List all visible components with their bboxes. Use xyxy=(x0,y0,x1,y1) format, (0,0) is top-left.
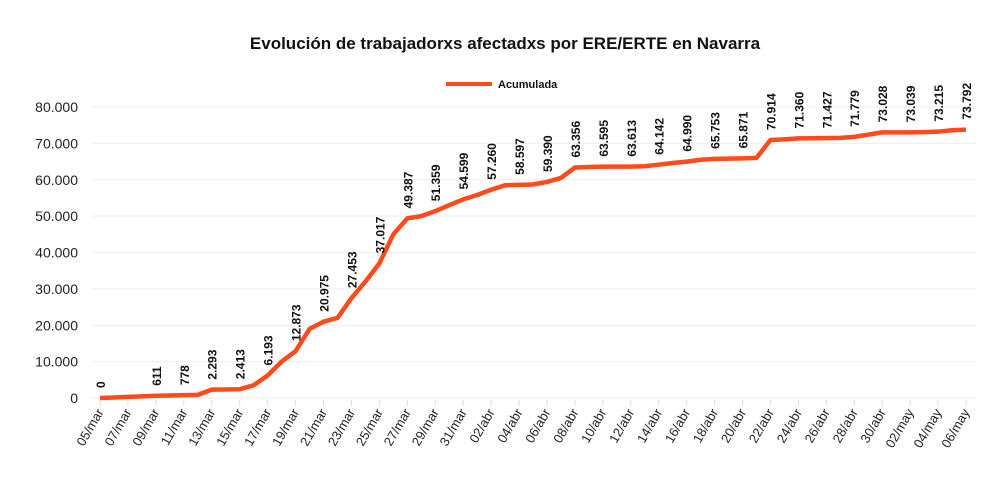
x-tick-label: 31/mar xyxy=(437,405,471,448)
data-label: 71.779 xyxy=(848,90,862,127)
x-tick-label: 20/abr xyxy=(718,405,750,445)
y-tick-label: 10.000 xyxy=(35,354,78,370)
data-label: 12.873 xyxy=(290,304,304,341)
y-tick-label: 0 xyxy=(70,390,78,406)
data-label: 58.597 xyxy=(513,138,527,175)
x-tick-label: 22/abr xyxy=(746,405,778,445)
x-tick-label: 28/abr xyxy=(829,405,861,445)
x-tick-label: 06/abr xyxy=(522,405,554,445)
data-label: 63.356 xyxy=(569,121,583,158)
y-tick-label: 70.000 xyxy=(35,135,78,151)
x-tick-label: 10/abr xyxy=(578,405,610,445)
data-label: 0 xyxy=(94,381,108,388)
series-line-acumulada xyxy=(99,127,967,401)
data-label: 59.390 xyxy=(541,135,555,172)
legend: Acumulada xyxy=(446,79,558,91)
data-label: 65.753 xyxy=(709,112,723,149)
y-tick-label: 80.000 xyxy=(35,99,78,115)
y-tick-label: 60.000 xyxy=(35,172,78,188)
data-label: 63.613 xyxy=(625,120,639,157)
x-tick-label: 16/abr xyxy=(662,405,694,445)
data-label: 73.028 xyxy=(876,85,890,122)
x-tick-label: 14/abr xyxy=(634,405,666,445)
data-label: 73.039 xyxy=(904,85,918,122)
data-label: 778 xyxy=(178,365,192,385)
y-tick-label: 30.000 xyxy=(35,281,78,297)
legend-label: Acumulada xyxy=(498,79,558,91)
y-tick-label: 40.000 xyxy=(35,245,78,261)
data-label: 57.260 xyxy=(485,143,499,180)
data-label: 54.599 xyxy=(457,152,471,189)
x-tick-label: 02/abr xyxy=(466,405,498,445)
data-label: 71.360 xyxy=(792,91,806,128)
data-label: 64.142 xyxy=(653,118,667,155)
data-label: 37.017 xyxy=(373,216,387,253)
chart-title: Evolución de trabajadorxs afectadxs por … xyxy=(250,34,761,53)
data-label: 65.871 xyxy=(737,111,751,148)
x-tick-label: 09/mar xyxy=(129,405,163,448)
x-tick-label: 06/may xyxy=(938,406,973,451)
data-label: 27.453 xyxy=(345,251,359,288)
data-label: 71.427 xyxy=(820,91,834,128)
data-label: 2.413 xyxy=(234,349,248,379)
y-tick-label: 20.000 xyxy=(35,317,78,333)
x-tick-label: 24/abr xyxy=(774,405,806,445)
data-label: 6.193 xyxy=(262,335,276,365)
data-label: 611 xyxy=(150,366,164,386)
x-tick-label: 08/abr xyxy=(550,405,582,445)
x-tick-label: 04/abr xyxy=(494,405,526,445)
data-label: 64.990 xyxy=(681,115,695,152)
data-label: 70.914 xyxy=(764,93,778,130)
data-label: 73.792 xyxy=(960,83,974,120)
data-label: 63.595 xyxy=(597,120,611,157)
data-label: 73.215 xyxy=(932,85,946,122)
x-tick-label: 26/abr xyxy=(801,405,833,445)
x-tick-label: 12/abr xyxy=(606,405,638,445)
data-label: 51.359 xyxy=(429,164,443,201)
x-tick-label: 18/abr xyxy=(690,405,722,445)
data-label: 49.387 xyxy=(401,171,415,208)
data-label: 20.975 xyxy=(317,275,331,312)
y-tick-label: 50.000 xyxy=(35,208,78,224)
data-label: 2.293 xyxy=(206,349,220,379)
